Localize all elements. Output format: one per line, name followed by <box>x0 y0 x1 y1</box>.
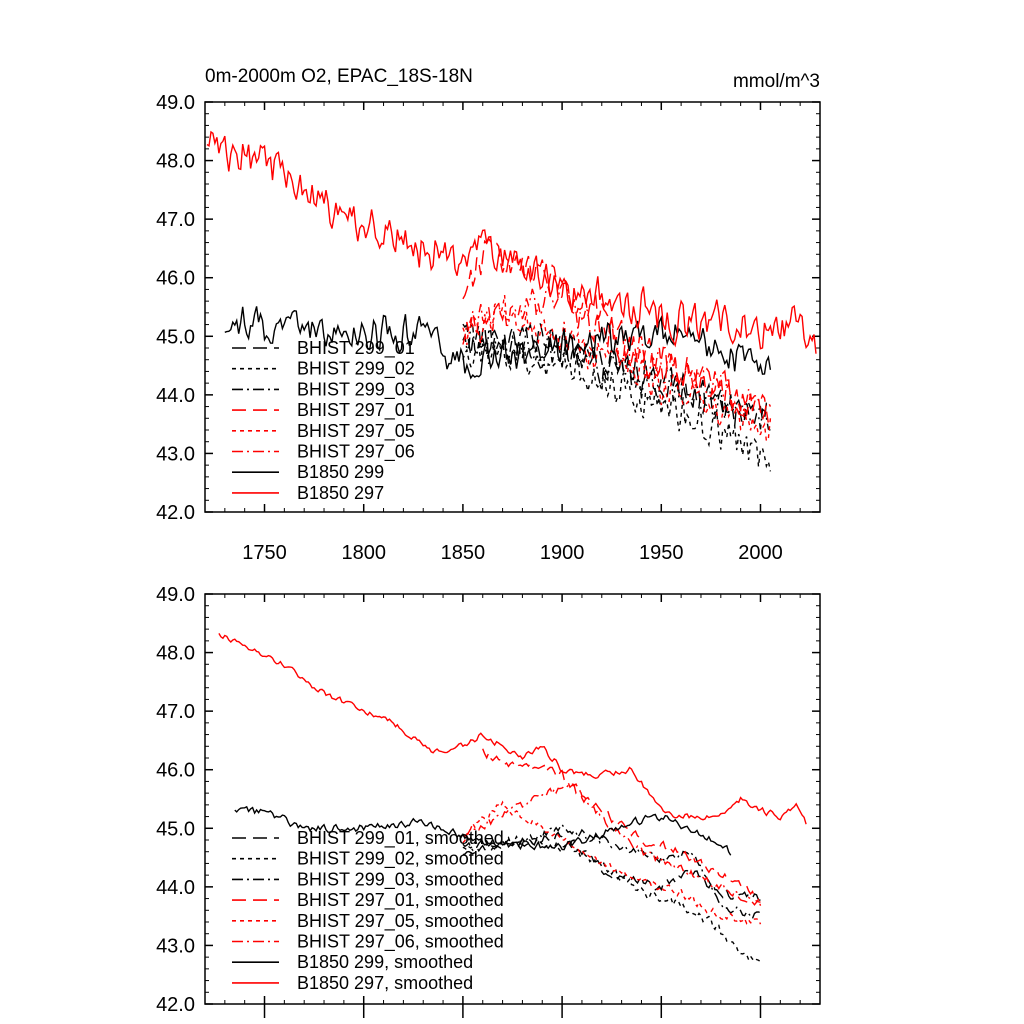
bottom-ytick-label: 45.0 <box>156 818 195 840</box>
top-legend-label: BHIST 297_06 <box>297 442 415 463</box>
top-ytick-label: 47.0 <box>156 209 195 231</box>
top-ytick-label: 43.0 <box>156 443 195 465</box>
bottom-ytick-label: 46.0 <box>156 760 195 782</box>
top-series-group <box>206 130 817 472</box>
top-xtick-label: 1850 <box>441 542 486 564</box>
top-series-b1850-297 <box>206 130 817 354</box>
top-series-bhist-299-03 <box>462 323 771 431</box>
bottom-legend-label: BHIST 297_05, smoothed <box>297 911 504 932</box>
top-ytick-label: 42.0 <box>156 502 195 524</box>
bottom-legend-label: BHIST 299_03, smoothed <box>297 869 504 890</box>
bottom-series-b1850-297-smoothed <box>218 633 807 825</box>
top-series-b1850-299 <box>224 306 772 380</box>
bottom-series-bhist-299-02-smoothed <box>462 835 761 963</box>
top-series-bhist-299-01 <box>462 322 772 426</box>
top-chart-title: 0m-2000m O2, EPAC_18S-18N <box>205 66 473 87</box>
top-xtick-label: 1750 <box>242 542 287 564</box>
top-ytick-label: 45.0 <box>156 326 195 348</box>
top-legend-label: BHIST 297_01 <box>297 400 415 421</box>
top-ytick-label: 48.0 <box>156 151 195 173</box>
top-plot-frame <box>204 101 821 513</box>
top-legend-label: BHIST 299_01 <box>297 338 415 359</box>
bottom-ytick-label: 48.0 <box>156 643 195 665</box>
bottom-series-bhist-299-03-smoothed <box>462 823 761 920</box>
bottom-ytick-label: 42.0 <box>156 994 195 1016</box>
top-series-bhist-297-06 <box>462 282 771 426</box>
bottom-legend-label: BHIST 297_06, smoothed <box>297 932 504 953</box>
top-ytick-label: 49.0 <box>156 92 195 114</box>
top-legend-label: B1850 297 <box>297 483 384 503</box>
bottom-ytick-label: 47.0 <box>156 701 195 723</box>
bottom-panel: 42.0 43.0 44.0 45.0 46.0 47.0 48.0 49.0 BHIST 2… <box>156 584 821 1018</box>
top-axes: 42.0 43.0 44.0 45.0 46.0 47.0 48.0 49.0 1750 1800… <box>156 92 820 564</box>
bottom-series-group <box>218 633 807 963</box>
top-series-bhist-299-02 <box>462 339 772 472</box>
top-xtick-label: 1900 <box>540 542 585 564</box>
top-series-bhist-297-01 <box>462 237 772 422</box>
top-legend-label: BHIST 297_05 <box>297 421 415 442</box>
bottom-ytick-label: 49.0 <box>156 584 195 606</box>
bottom-legend-label: BHIST 299_01, smoothed <box>297 828 504 849</box>
bottom-legend-label: B1850 299, smoothed <box>297 952 473 972</box>
top-xtick-label: 2000 <box>738 542 783 564</box>
top-ytick-label: 46.0 <box>156 268 195 290</box>
top-xtick-label: 1800 <box>341 542 386 564</box>
top-xtick-label: 1950 <box>639 542 684 564</box>
top-units-label: mmol/m^3 <box>733 71 820 92</box>
top-legend-label: BHIST 299_02 <box>297 359 415 380</box>
bottom-series-b1850-299-smoothed <box>234 805 732 856</box>
top-legend-label: B1850 299 <box>297 462 384 482</box>
bottom-ytick-label: 44.0 <box>156 877 195 899</box>
top-panel: 0m-2000m O2, EPAC_18S-18N mmol/m^3 42.04… <box>156 66 821 564</box>
top-ytick-label: 44.0 <box>156 385 195 407</box>
bottom-axes: 42.0 43.0 44.0 45.0 46.0 47.0 48.0 49.0 <box>156 584 820 1018</box>
bottom-ytick-label: 43.0 <box>156 935 195 957</box>
bottom-plot-frame <box>204 593 821 1005</box>
bottom-legend-label: BHIST 297_01, smoothed <box>297 890 504 911</box>
top-legend-label: BHIST 299_03 <box>297 379 415 400</box>
bottom-legend-label: BHIST 299_02, smoothed <box>297 849 504 870</box>
bottom-legend-label: B1850 297, smoothed <box>297 973 473 993</box>
bottom-series-bhist-297-01-smoothed <box>482 748 761 903</box>
